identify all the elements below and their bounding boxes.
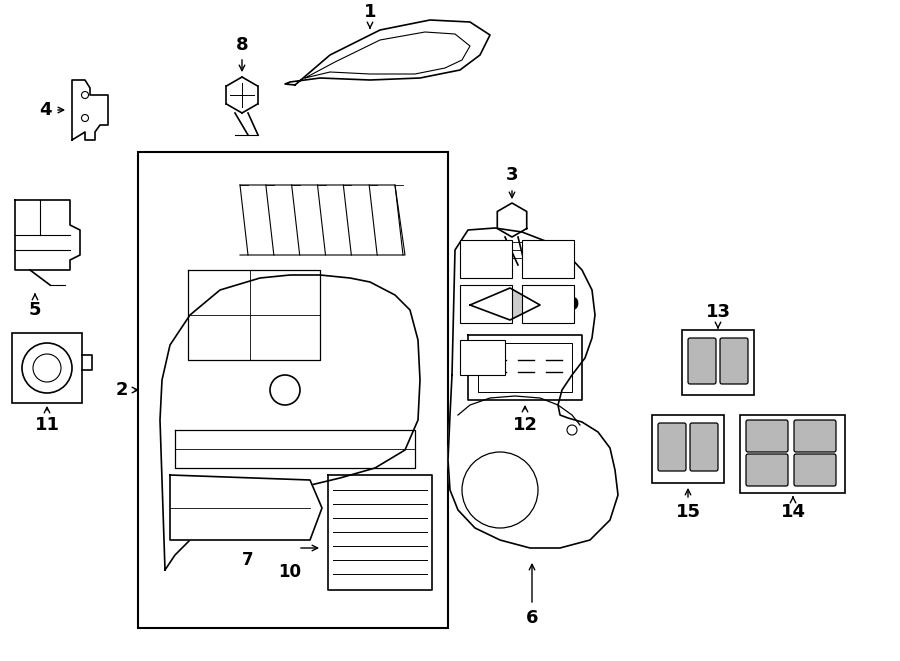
Text: 7: 7 xyxy=(242,551,254,569)
Bar xyxy=(460,240,512,278)
FancyBboxPatch shape xyxy=(794,420,836,452)
Text: 8: 8 xyxy=(236,36,248,54)
Polygon shape xyxy=(170,475,322,540)
Text: 12: 12 xyxy=(512,416,537,434)
Bar xyxy=(522,240,574,278)
Text: 2: 2 xyxy=(116,381,128,399)
Polygon shape xyxy=(448,228,618,548)
FancyBboxPatch shape xyxy=(794,454,836,486)
Text: 13: 13 xyxy=(706,303,731,321)
Text: 6: 6 xyxy=(526,609,538,627)
Text: 1: 1 xyxy=(364,3,376,21)
FancyBboxPatch shape xyxy=(746,420,788,452)
Bar xyxy=(138,152,448,628)
Bar xyxy=(682,330,754,395)
FancyBboxPatch shape xyxy=(720,338,748,384)
Text: 14: 14 xyxy=(780,503,806,521)
Bar xyxy=(740,415,845,493)
Bar xyxy=(460,285,512,323)
Polygon shape xyxy=(160,275,420,570)
FancyBboxPatch shape xyxy=(688,338,716,384)
Text: 5: 5 xyxy=(29,301,41,319)
Text: 4: 4 xyxy=(39,101,51,119)
FancyBboxPatch shape xyxy=(690,423,718,471)
FancyBboxPatch shape xyxy=(746,454,788,486)
FancyBboxPatch shape xyxy=(658,423,686,471)
Text: 9: 9 xyxy=(566,296,578,314)
Text: 15: 15 xyxy=(676,503,700,521)
Polygon shape xyxy=(470,288,540,320)
Text: 11: 11 xyxy=(34,416,59,434)
Bar xyxy=(12,333,82,403)
Text: 3: 3 xyxy=(506,166,518,184)
Bar xyxy=(652,415,724,483)
Bar xyxy=(460,340,505,375)
Bar xyxy=(522,285,574,323)
Text: 10: 10 xyxy=(278,563,302,581)
